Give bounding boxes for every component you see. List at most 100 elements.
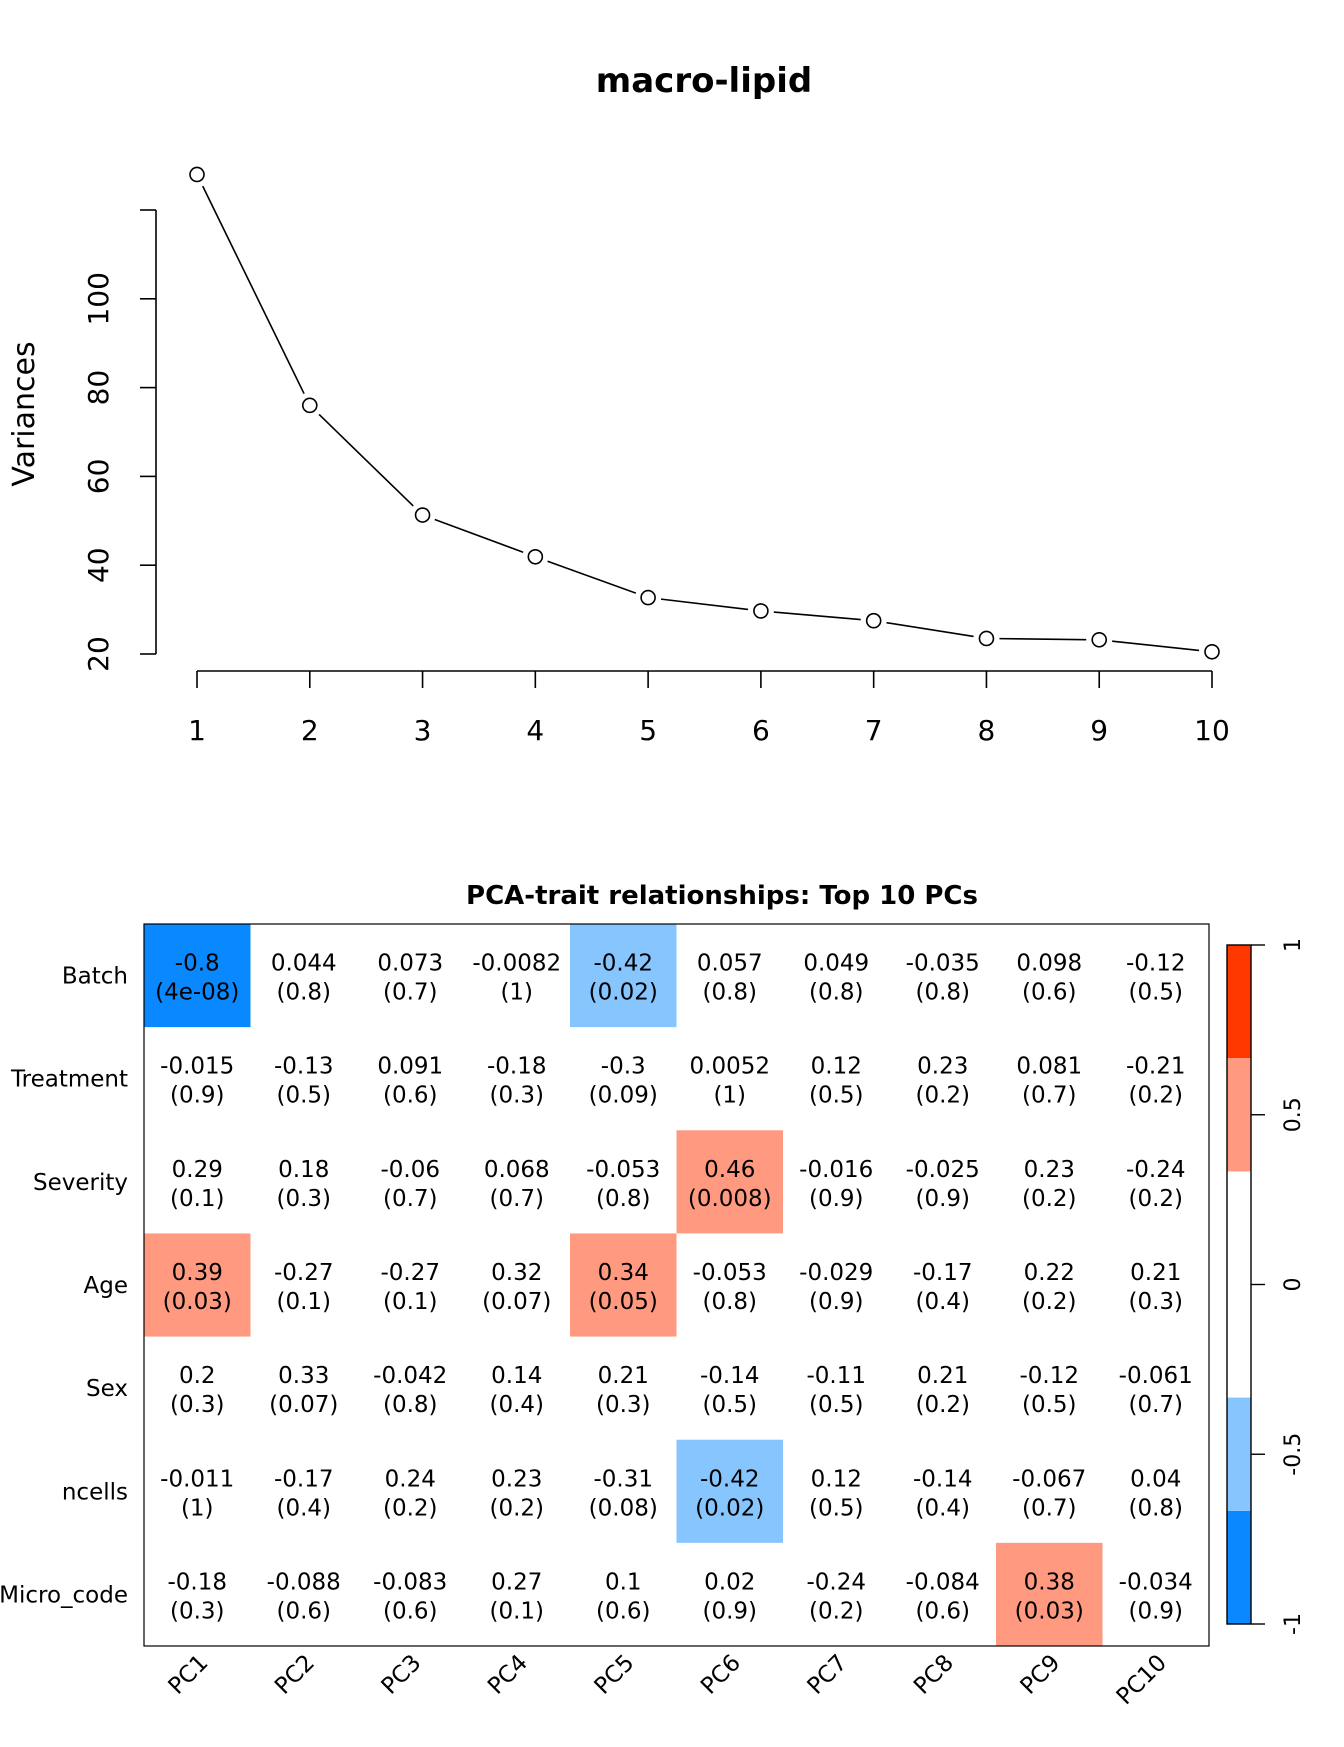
heatmap-cell	[783, 924, 890, 1028]
cell-correlation: 0.38	[1024, 1569, 1075, 1595]
heatmap-cell	[570, 1542, 677, 1647]
cell-correlation: -0.17	[274, 1466, 334, 1492]
heatmap-cell	[1102, 1439, 1210, 1544]
cell-pvalue: (0.05)	[589, 1289, 658, 1315]
heatmap-cell	[463, 1439, 571, 1544]
cell-pvalue: (1)	[713, 1083, 746, 1109]
heatmap-cell	[144, 1336, 251, 1441]
y-tick-label: 20	[82, 636, 115, 672]
row-label: Severity	[33, 1170, 128, 1196]
cell-pvalue: (0.02)	[589, 980, 658, 1006]
cell-pvalue: (0.6)	[276, 1598, 331, 1624]
heatmap-cell	[357, 1439, 464, 1544]
cell-correlation: 0.24	[385, 1466, 436, 1492]
cell-pvalue: (0.9)	[915, 1186, 970, 1212]
heatmap-cell	[463, 924, 571, 1028]
cell-pvalue: (0.9)	[809, 1186, 864, 1212]
cell-correlation: 0.081	[1016, 1054, 1082, 1080]
cell-correlation: 0.1	[605, 1569, 642, 1595]
cell-pvalue: (0.02)	[695, 1495, 764, 1521]
cell-pvalue: (0.1)	[383, 1289, 438, 1315]
cell-correlation: 0.14	[491, 1363, 542, 1389]
cell-correlation: 0.22	[1024, 1260, 1075, 1286]
heatmap-cell	[783, 1130, 890, 1234]
cell-pvalue: (0.2)	[1128, 1083, 1183, 1109]
heatmap-frame	[143, 923, 1210, 1647]
heatmap-cell	[250, 1439, 358, 1544]
row-label: Batch	[62, 964, 128, 990]
cell-correlation: 0.29	[172, 1157, 223, 1183]
cell-pvalue: (0.2)	[383, 1495, 438, 1521]
cell-correlation: -0.015	[160, 1054, 234, 1080]
series-line-segment	[999, 637, 1087, 641]
heatmap-cell	[357, 1233, 464, 1338]
colorbar-tick-label: -0.5	[1281, 1433, 1306, 1476]
cell-pvalue: (0.2)	[915, 1083, 970, 1109]
cell-correlation: -0.053	[693, 1260, 767, 1286]
series-line-segment	[660, 598, 749, 611]
cell-correlation: 0.46	[704, 1157, 755, 1183]
heatmap-cell	[1102, 1130, 1210, 1234]
cell-pvalue: (0.6)	[383, 1598, 438, 1624]
data-point	[527, 548, 544, 565]
series-line-segment	[201, 185, 305, 395]
heatmap-cell	[570, 1233, 677, 1338]
cell-correlation: 0.21	[598, 1363, 649, 1389]
cell-correlation: -0.21	[1126, 1054, 1186, 1080]
data-point	[1204, 643, 1220, 660]
heatmap-cell	[463, 1027, 571, 1131]
cell-correlation: 0.34	[598, 1260, 649, 1286]
heatmap-cell	[783, 1233, 890, 1338]
cell-pvalue: (0.08)	[589, 1495, 658, 1521]
x-tick-label: 1	[188, 714, 206, 747]
cell-pvalue: (0.07)	[482, 1289, 551, 1315]
colorbar-band	[1227, 1058, 1251, 1172]
heatmap-cell	[570, 1027, 677, 1131]
cell-pvalue: (0.5)	[702, 1392, 757, 1418]
cell-correlation: 0.23	[917, 1054, 968, 1080]
heatmap-cell	[783, 1542, 890, 1647]
series-line-segment	[1112, 640, 1200, 652]
cell-pvalue: (0.9)	[809, 1289, 864, 1315]
cell-pvalue: (0.8)	[1128, 1495, 1183, 1521]
cell-correlation: 0.044	[271, 951, 337, 977]
cell-pvalue: (0.7)	[383, 1186, 438, 1212]
cell-pvalue: (0.3)	[170, 1392, 225, 1418]
cell-pvalue: (0.8)	[702, 1289, 757, 1315]
cell-correlation: -0.24	[806, 1569, 866, 1595]
scree-plot: macro-lipid Variances 20 40 60 80 100 1 2 3 4 5 6 7…	[7, 61, 1230, 747]
cell-pvalue: (0.7)	[1022, 1495, 1077, 1521]
cell-pvalue: (0.2)	[809, 1598, 864, 1624]
colorbar-band	[1227, 1510, 1251, 1624]
column-label: PC7	[803, 1650, 853, 1700]
cell-correlation: -0.42	[700, 1466, 760, 1492]
heatmap-cell	[357, 1336, 464, 1441]
x-tick-label: 7	[865, 714, 883, 747]
cell-correlation: -0.12	[1019, 1363, 1079, 1389]
heatmap-cell	[570, 924, 677, 1028]
heatmap-cell	[250, 924, 358, 1028]
colorbar-tick-label: 1	[1281, 938, 1306, 952]
heatmap-cell	[144, 1233, 251, 1338]
row-label: Treatment	[10, 1067, 128, 1093]
heatmap-cell	[889, 924, 997, 1028]
series-line-segment	[547, 560, 637, 594]
data-point	[189, 166, 205, 183]
cell-correlation: 0.057	[697, 951, 763, 977]
heatmap-cell	[463, 1542, 571, 1647]
cell-pvalue: (0.1)	[489, 1598, 544, 1624]
cell-pvalue: (0.2)	[915, 1392, 970, 1418]
cell-correlation: -0.42	[593, 951, 653, 977]
cell-correlation: -0.053	[586, 1157, 660, 1183]
data-point	[978, 630, 995, 647]
cell-pvalue: (1)	[181, 1495, 214, 1521]
cell-correlation: -0.083	[373, 1569, 447, 1595]
cell-pvalue: (0.03)	[1015, 1598, 1084, 1624]
heatmap-cell	[250, 1233, 358, 1338]
x-tick-label: 2	[301, 714, 319, 747]
heatmap-cell	[357, 1027, 464, 1131]
cell-pvalue: (0.4)	[915, 1289, 970, 1315]
column-label: PC10	[1112, 1650, 1172, 1710]
data-point	[753, 603, 769, 619]
row-label: Sex	[86, 1376, 128, 1402]
